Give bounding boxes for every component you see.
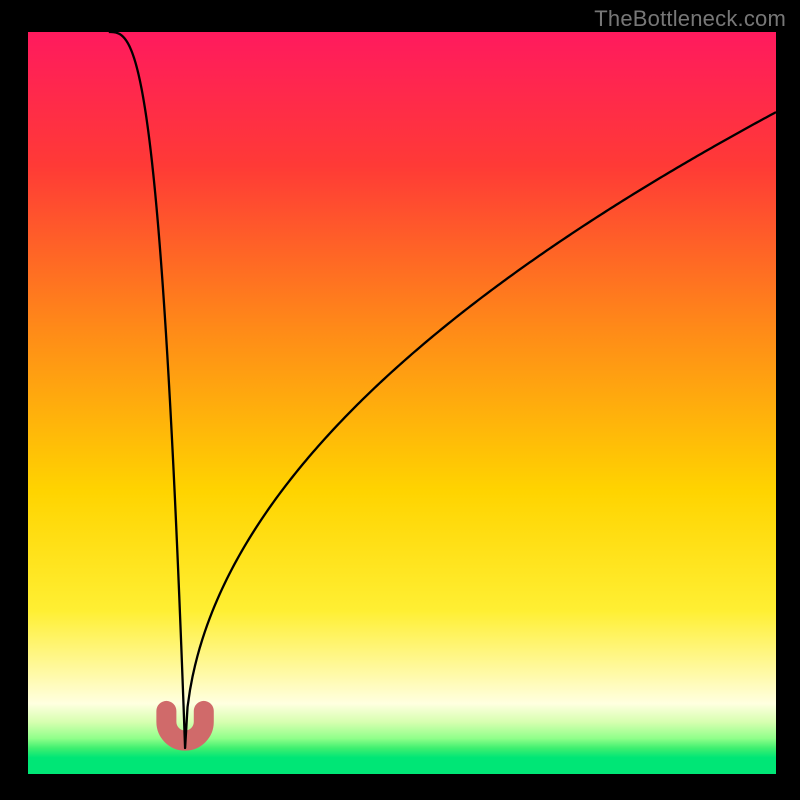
bottleneck-chart-svg [0,0,800,800]
chart-frame: TheBottleneck.com [0,0,800,800]
watermark-text: TheBottleneck.com [594,6,786,32]
gradient-plot-area [28,32,776,774]
